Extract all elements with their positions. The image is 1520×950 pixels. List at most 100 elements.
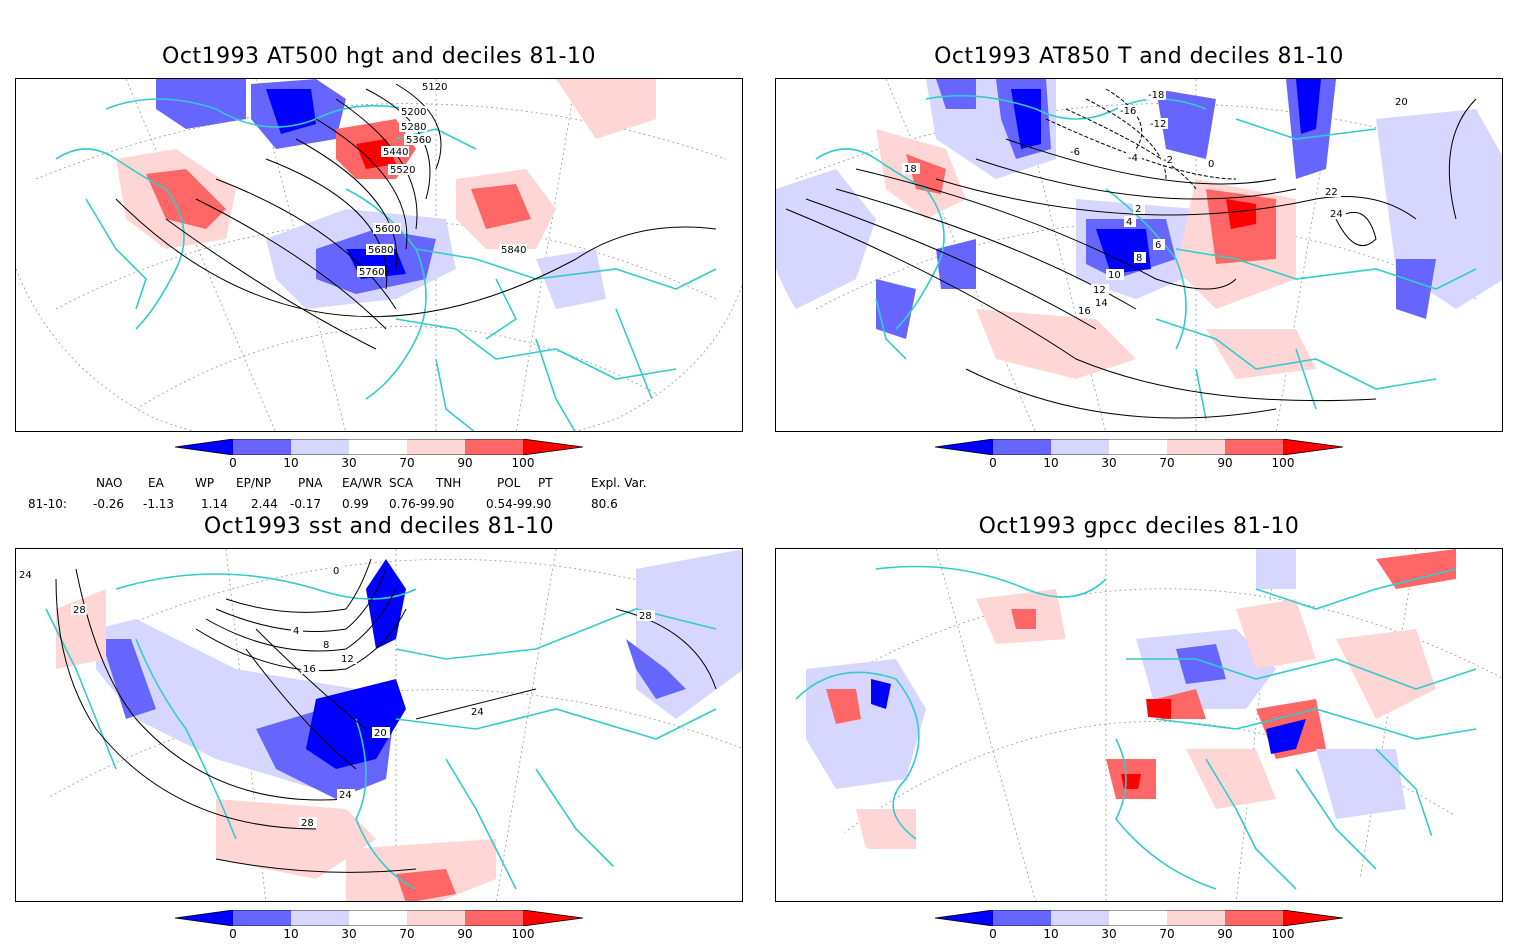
coastlines bbox=[815, 94, 1477, 420]
anomaly-shading bbox=[776, 79, 1502, 379]
panel-title-sst: Oct1993 sst and deciles 81-10 bbox=[203, 514, 555, 539]
index-value: -1.13 bbox=[143, 497, 175, 511]
colorbar-tick: 100 bbox=[511, 456, 535, 470]
contour-label: 5520 bbox=[390, 165, 415, 176]
index-name: POL bbox=[497, 476, 521, 490]
colorbar-tick: 0 bbox=[989, 927, 997, 941]
map-sst-svg: 24 28 0 4 8 12 16 20 24 28 28 24 bbox=[16, 549, 742, 901]
contour-label: 5840 bbox=[501, 245, 526, 256]
colorbar-tick: 0 bbox=[229, 927, 237, 941]
map-panel-gpcc bbox=[775, 548, 1503, 902]
coastlines bbox=[45, 573, 717, 890]
colorbar-tick: 0 bbox=[229, 456, 237, 470]
colorbar-tick: 10 bbox=[283, 927, 299, 941]
index-value: 0.54-99.90 bbox=[486, 497, 552, 511]
contour-label: 5120 bbox=[422, 82, 447, 93]
contour-label: 4 bbox=[1126, 217, 1132, 228]
colorbar-tick: 10 bbox=[1043, 927, 1059, 941]
colorbar-tick: 30 bbox=[1101, 927, 1117, 941]
colorbar-tick: 30 bbox=[341, 456, 357, 470]
map-panel-hgt: 5120 5200 5280 5360 5440 5520 5600 5680 … bbox=[15, 78, 743, 432]
contour-label: 12 bbox=[1093, 285, 1106, 296]
contour-label: 0 bbox=[1208, 159, 1214, 170]
colorbar-tick: 90 bbox=[1217, 456, 1233, 470]
colorbar-bottom-right: 0 10 30 70 90 100 bbox=[935, 910, 1355, 950]
contour-label: 5360 bbox=[406, 135, 431, 146]
contour-label: 24 bbox=[339, 790, 352, 801]
contour-label: 5680 bbox=[368, 245, 393, 256]
contour-label: 28 bbox=[73, 605, 86, 616]
map-panel-t850: -18 -16 -12 -6 -4 -2 0 2 4 6 8 10 12 14 … bbox=[775, 78, 1503, 432]
panel-title-hgt: Oct1993 AT500 hgt and deciles 81-10 bbox=[162, 44, 596, 69]
contour-label: 2 bbox=[1135, 204, 1141, 215]
contour-label: -4 bbox=[1128, 153, 1138, 164]
contour-label: 5600 bbox=[375, 224, 400, 235]
colorbar-tick: 70 bbox=[399, 927, 415, 941]
contour-label: 5200 bbox=[401, 107, 426, 118]
contour-label: 6 bbox=[1155, 240, 1161, 251]
contour-label: 24 bbox=[471, 707, 484, 718]
anomaly-shading bbox=[116, 79, 656, 309]
contour-label: 20 bbox=[374, 728, 387, 739]
colorbar-tick: 10 bbox=[1043, 456, 1059, 470]
index-value: 2.44 bbox=[251, 497, 278, 511]
contours bbox=[115, 83, 717, 350]
contour-label: 0 bbox=[333, 566, 339, 577]
contour-label: -16 bbox=[1120, 106, 1136, 117]
index-name: WP bbox=[195, 476, 215, 490]
contour-label: 28 bbox=[301, 818, 314, 829]
contour-label: 5440 bbox=[383, 147, 408, 158]
colorbar-tick: 90 bbox=[1217, 927, 1233, 941]
index-name: EP/NP bbox=[236, 476, 272, 490]
coastlines bbox=[55, 98, 717, 431]
index-row-label: 81-10: bbox=[28, 497, 67, 511]
contour-label: 4 bbox=[293, 626, 299, 637]
anomaly-shading bbox=[56, 549, 742, 901]
contour-label: -18 bbox=[1148, 90, 1164, 101]
panel-title-gpcc: Oct1993 gpcc deciles 81-10 bbox=[978, 514, 1300, 539]
contour-label: -6 bbox=[1070, 147, 1080, 158]
colorbar-tick: 70 bbox=[1159, 456, 1175, 470]
contour-label: 8 bbox=[323, 640, 329, 651]
contour-label: 18 bbox=[904, 164, 917, 175]
contour-label: -12 bbox=[1150, 119, 1166, 130]
colorbar-bottom-left: 0 10 30 70 90 100 bbox=[175, 910, 595, 950]
colorbar-tick: 30 bbox=[341, 927, 357, 941]
colorbar-tick: 70 bbox=[1159, 927, 1175, 941]
colorbar-tick: 0 bbox=[989, 456, 997, 470]
index-name: NAO bbox=[96, 476, 123, 490]
colorbar-swatches bbox=[175, 439, 584, 455]
colorbar-swatches bbox=[175, 910, 584, 926]
contour-label: 16 bbox=[1078, 306, 1091, 317]
contour-label: 24 bbox=[1330, 209, 1343, 220]
colorbar-top-right: 0 10 30 70 90 100 bbox=[935, 439, 1355, 479]
index-value: 80.6 bbox=[591, 497, 618, 511]
contour-label: 12 bbox=[341, 654, 354, 665]
contour-label: 5760 bbox=[359, 267, 384, 278]
coastlines bbox=[795, 565, 1477, 890]
colorbar-tick: 70 bbox=[399, 456, 415, 470]
index-value: 0.99 bbox=[342, 497, 369, 511]
index-value: -0.17 bbox=[290, 497, 322, 511]
colorbar-tick: 90 bbox=[457, 456, 473, 470]
index-name: SCA bbox=[389, 476, 414, 490]
contour-label: 16 bbox=[303, 664, 316, 675]
contour-label: -2 bbox=[1163, 155, 1173, 166]
contour-label: 8 bbox=[1136, 253, 1142, 264]
contours bbox=[55, 558, 717, 873]
contour-label: 20 bbox=[1395, 97, 1408, 108]
index-name: EA/WR bbox=[342, 476, 383, 490]
colorbar-tick: 30 bbox=[1101, 456, 1117, 470]
contour-label: 28 bbox=[639, 611, 652, 622]
map-gpcc-svg bbox=[776, 549, 1502, 901]
colorbar-tick: 10 bbox=[283, 456, 299, 470]
colorbar-top-left: 0 10 30 70 90 100 bbox=[175, 439, 595, 479]
colorbar-tick: 100 bbox=[511, 927, 535, 941]
map-t850-svg: -18 -16 -12 -6 -4 -2 0 2 4 6 8 10 12 14 … bbox=[776, 79, 1502, 431]
contour-label: 10 bbox=[1108, 270, 1121, 281]
index-value: 0.76-99.90 bbox=[389, 497, 455, 511]
colorbar-swatches bbox=[935, 910, 1344, 926]
contour-label: 5280 bbox=[401, 122, 426, 133]
index-name: Expl. Var. bbox=[591, 476, 647, 490]
map-panel-sst: 24 28 0 4 8 12 16 20 24 28 28 24 bbox=[15, 548, 743, 902]
